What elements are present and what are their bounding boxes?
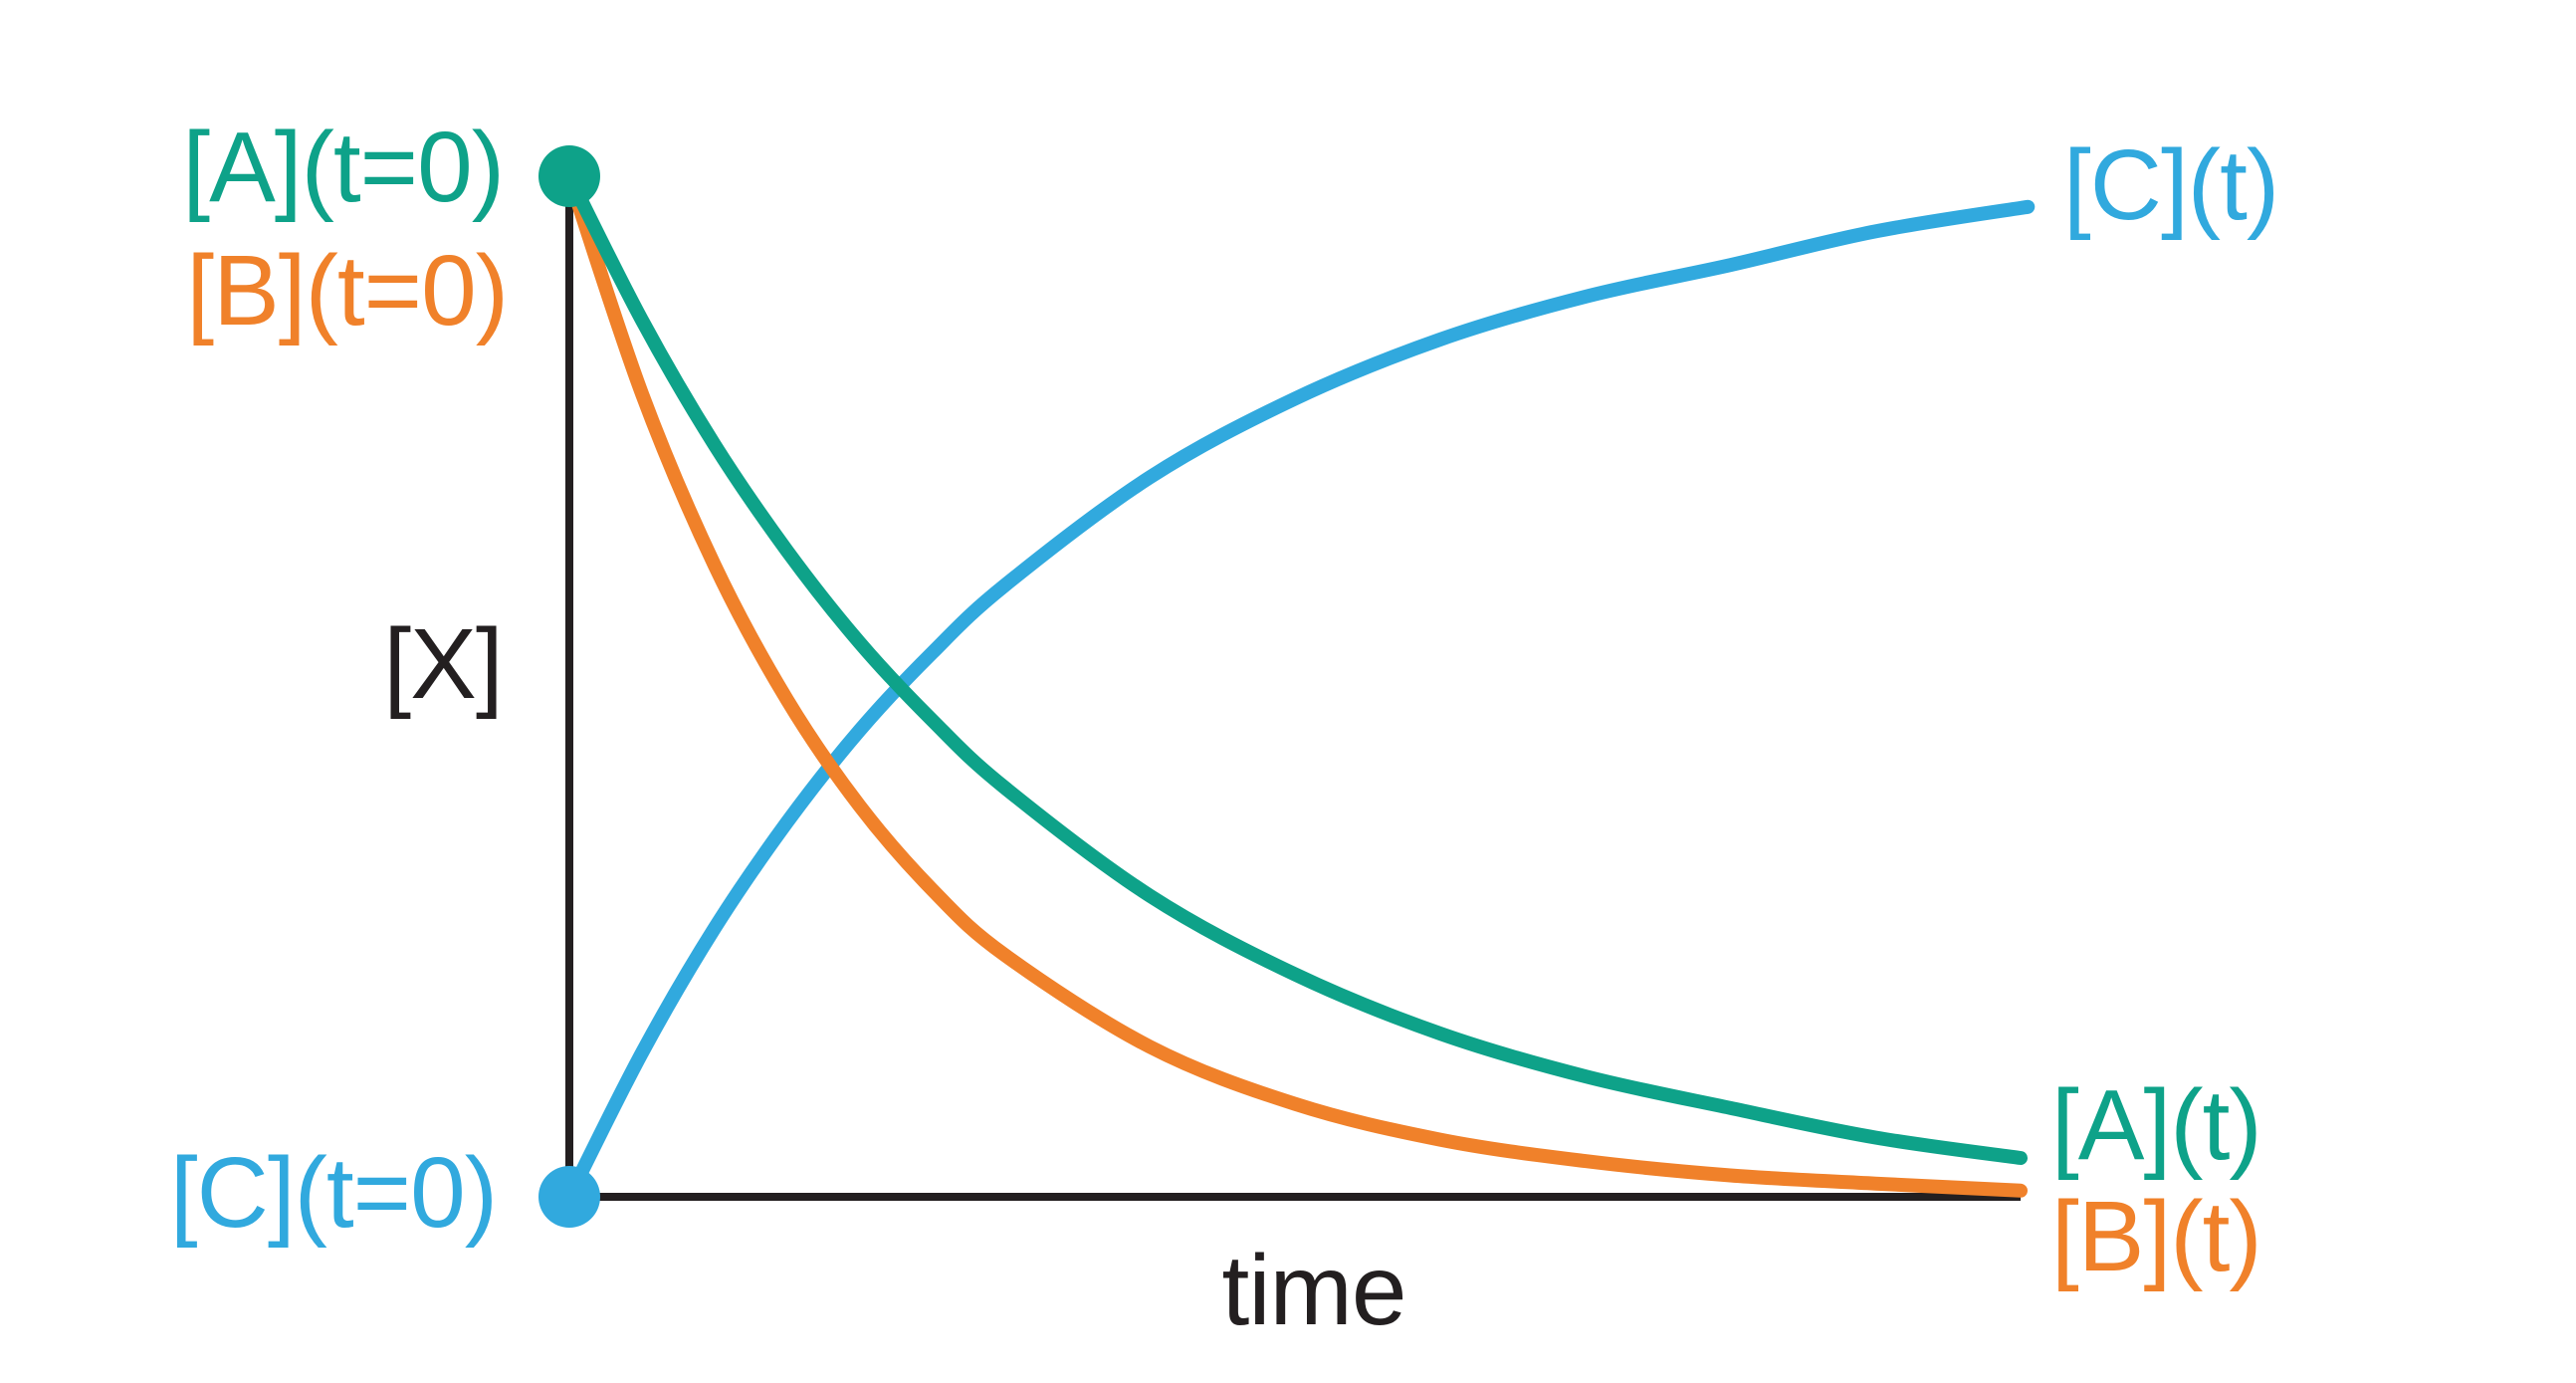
y-axis-label-concentration: [X] bbox=[383, 608, 503, 720]
label-initial-concentration-a: [A](t=0) bbox=[182, 112, 505, 223]
label-initial-concentration-c: [C](t=0) bbox=[169, 1137, 498, 1249]
curve-bt bbox=[562, 169, 2028, 1198]
label-initial-concentration-b: [B](t=0) bbox=[186, 235, 509, 346]
x-axis-label-time: time bbox=[1221, 1235, 1407, 1346]
label-curve-c: [C](t) bbox=[2063, 129, 2279, 241]
c-initial-concentration-dot bbox=[538, 1166, 600, 1228]
label-curve-b: [B](t) bbox=[2051, 1181, 2262, 1292]
curve-at bbox=[562, 169, 2028, 1165]
curve-ct bbox=[562, 199, 2036, 1204]
a-b-initial-concentration-dot bbox=[538, 145, 600, 207]
label-curve-a: [A](t) bbox=[2051, 1069, 2262, 1181]
